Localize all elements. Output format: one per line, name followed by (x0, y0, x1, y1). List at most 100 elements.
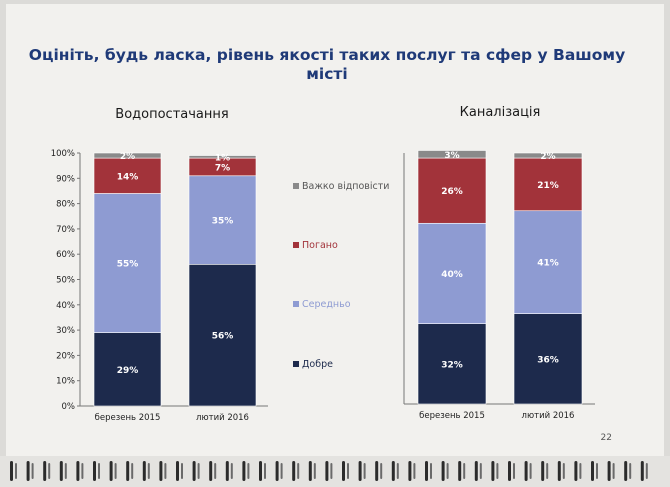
binding-ring (10, 461, 13, 481)
binding-ring (114, 463, 117, 479)
data-label: 2% (540, 152, 555, 162)
binding-ring (591, 461, 594, 481)
binding-ring (358, 461, 362, 481)
binding-ring (541, 461, 545, 481)
binding-ring (496, 463, 499, 479)
binding-ring (596, 463, 598, 479)
binding-ring (579, 463, 582, 479)
y-tick-label: 70% (56, 225, 75, 235)
binding-ring (98, 463, 100, 479)
binding-ring (446, 463, 449, 479)
binding-ring (230, 463, 233, 479)
legend-swatch-hard (293, 183, 299, 189)
data-label: 56% (212, 332, 234, 342)
legend-swatch-good (293, 361, 299, 367)
binding-ring (330, 463, 333, 479)
legend-label-good: Добре (302, 359, 333, 370)
chart-sewage: 32% 40% 26% 3% березень 2015 36% 41% 21% 2% лютий… (403, 150, 595, 421)
binding-ring (557, 461, 561, 481)
chart-title-water: Водопостачання (115, 107, 228, 122)
binding-ring (142, 461, 146, 481)
binding-ring (474, 461, 478, 481)
binding-ring (297, 463, 300, 479)
binding-ring (391, 461, 395, 481)
binding-ring (529, 463, 532, 479)
bar-segment-bad (513, 157, 583, 212)
binding-ring (280, 463, 283, 479)
binding-ring (441, 461, 445, 481)
binding-ring (15, 463, 17, 479)
binding-ring (126, 461, 130, 481)
chart-title-sewage: Каналізація (460, 105, 541, 120)
y-tick-label: 20% (56, 351, 75, 361)
x-category-label: лютий 2016 (522, 411, 575, 421)
binding-ring (242, 461, 246, 481)
bar-segment-hard (188, 155, 257, 159)
bar-segment-hard (93, 152, 162, 159)
bar-segment-medium (513, 210, 583, 314)
binding-ring (214, 463, 217, 479)
binding-ring (209, 461, 213, 481)
x-category-label: березень 2015 (419, 411, 485, 421)
binding-ring (59, 461, 63, 481)
binding-ring (347, 463, 349, 479)
binding-ring (192, 461, 196, 481)
binding-ring (81, 463, 84, 479)
binding-ring (629, 463, 632, 479)
binding-ring (375, 461, 379, 481)
data-label: 2% (120, 152, 135, 162)
bar-segment-hard (417, 150, 487, 159)
binding-ring (159, 461, 163, 481)
bar-segment-hard (513, 152, 583, 159)
binding-ring (259, 461, 262, 481)
legend-label-hard: Важко відповісти (302, 181, 389, 192)
bar-segment-medium (417, 222, 487, 324)
bar-segment-bad (417, 157, 487, 224)
binding-ring (612, 463, 615, 479)
binding-ring (93, 461, 96, 481)
binding-ring (425, 461, 428, 481)
binding-ring (463, 463, 466, 479)
legend-swatch-medium (293, 301, 299, 307)
data-label: 55% (117, 260, 139, 270)
binding-ring (408, 461, 412, 481)
binding-ring (31, 463, 34, 479)
y-tick-label: 10% (56, 377, 75, 387)
binding-ring (413, 463, 416, 479)
data-label: 14% (117, 172, 139, 182)
binding-ring (76, 461, 80, 481)
data-label: 21% (537, 181, 559, 191)
binding-ring (640, 461, 644, 481)
y-tick-label: 60% (56, 250, 75, 260)
y-tick-label: 90% (56, 174, 75, 184)
bar-segment-medium (188, 175, 257, 265)
binding-ring (396, 463, 399, 479)
y-tick-label: 30% (56, 326, 75, 336)
binding-ring (524, 461, 528, 481)
binding-ring (508, 461, 511, 481)
binding-ring (43, 461, 47, 481)
binding-ring (325, 461, 329, 481)
legend-label-bad: Погано (302, 240, 338, 251)
binding-ring (131, 463, 134, 479)
x-category-label: лютий 2016 (196, 413, 249, 423)
binding-ring (430, 463, 432, 479)
y-tick-label: 100% (51, 149, 75, 159)
binding-ring (26, 461, 30, 481)
data-label: 1% (215, 153, 230, 163)
binding-ring (48, 463, 51, 479)
binding-ring (513, 463, 515, 479)
x-category-label: березень 2015 (95, 413, 161, 423)
binding-ring (546, 463, 549, 479)
binding-ring (342, 461, 345, 481)
data-label: 7% (215, 163, 230, 173)
binding-ring (574, 461, 578, 481)
binding-ring (645, 463, 648, 479)
binding-ring (181, 463, 183, 479)
data-label: 41% (537, 259, 559, 269)
binding-ring (109, 461, 113, 481)
page-number: 22 (601, 433, 612, 443)
legend: Важко відповісти Погано Середньо Добре (293, 181, 389, 370)
binding-ring (164, 463, 167, 479)
